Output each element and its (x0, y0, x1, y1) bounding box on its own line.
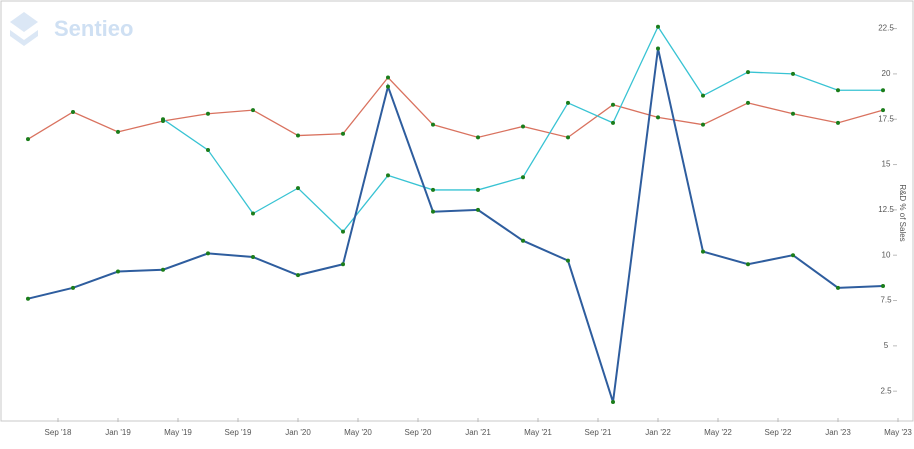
y-tick-label: 7.5 (880, 296, 892, 305)
point-marker (26, 296, 30, 301)
point-marker (296, 273, 300, 278)
x-tick-label: May '19 (164, 428, 192, 437)
point-marker (116, 269, 120, 274)
point-marker (476, 135, 480, 140)
point-marker (521, 175, 525, 180)
x-tick-label: Jan '21 (465, 428, 491, 437)
point-marker (521, 124, 525, 129)
point-marker (881, 88, 885, 93)
y-tick-label: 15 (882, 160, 891, 169)
point-marker (611, 120, 615, 125)
point-marker (161, 267, 165, 272)
point-marker (341, 262, 345, 267)
y-tick-label: 10 (882, 250, 891, 259)
point-marker (71, 285, 75, 290)
point-marker (431, 187, 435, 192)
y-axis-label: R&D % of Sales (898, 184, 907, 241)
point-marker (26, 137, 30, 142)
logo-icon (10, 12, 38, 46)
x-tick-label: May '22 (704, 428, 732, 437)
point-marker (746, 70, 750, 75)
point-marker (701, 249, 705, 254)
y-tick-label: 17.5 (878, 114, 894, 123)
x-tick-label: May '21 (524, 428, 552, 437)
logo: Sentieo (54, 16, 133, 41)
point-marker (836, 285, 840, 290)
point-marker (791, 71, 795, 76)
point-marker (251, 108, 255, 113)
x-tick-label: Jan '23 (825, 428, 851, 437)
point-marker (476, 207, 480, 212)
point-marker (701, 93, 705, 98)
point-marker (431, 209, 435, 214)
x-tick-label: Sep '18 (45, 428, 72, 437)
point-marker (566, 100, 570, 105)
x-tick-label: Sep '19 (225, 428, 252, 437)
point-marker (296, 133, 300, 138)
x-tick-label: Sep '22 (765, 428, 792, 437)
point-marker (881, 108, 885, 113)
series-line (27, 76, 884, 140)
point-marker (251, 255, 255, 260)
point-marker (386, 75, 390, 80)
point-marker (71, 109, 75, 114)
y-tick-label: 2.5 (880, 386, 892, 395)
point-marker (701, 122, 705, 127)
point-marker (881, 284, 885, 289)
frame (0, 0, 914, 422)
point-marker (431, 122, 435, 127)
x-tick-label: Jan '20 (285, 428, 311, 437)
point-marker (836, 88, 840, 93)
y-tick-label: 20 (882, 69, 891, 78)
point-marker (791, 111, 795, 116)
x-tick-label: Jan '19 (105, 428, 131, 437)
series-line (162, 25, 883, 233)
point-marker (206, 111, 210, 116)
point-marker (386, 173, 390, 178)
y-tick-label: 12.5 (878, 205, 894, 214)
x-tick-label: May '20 (344, 428, 372, 437)
point-marker (206, 148, 210, 153)
point-marker (611, 102, 615, 107)
point-marker (656, 24, 660, 29)
point-marker (566, 135, 570, 140)
x-tick-label: Jan '22 (645, 428, 671, 437)
point-marker (746, 262, 750, 267)
point-marker (476, 187, 480, 192)
point-marker (161, 117, 165, 122)
point-marker (836, 120, 840, 125)
point-marker (116, 129, 120, 134)
x-tick-label: May '23 (884, 428, 912, 437)
x-tick-label: Sep '20 (405, 428, 432, 437)
point-marker (341, 229, 345, 234)
point-marker (656, 46, 660, 51)
y-tick-label: 5 (884, 341, 889, 350)
point-marker (206, 251, 210, 256)
point-marker (521, 238, 525, 243)
y-tick-label: 22.5 (878, 24, 894, 33)
x-tick-label: Sep '21 (585, 428, 612, 437)
point-marker (611, 400, 615, 405)
point-marker (296, 186, 300, 191)
point-marker (566, 258, 570, 263)
point-marker (656, 115, 660, 120)
point-marker (386, 84, 390, 89)
point-marker (746, 100, 750, 105)
point-marker (251, 211, 255, 216)
point-marker (341, 131, 345, 136)
series-line (27, 48, 884, 403)
point-marker (791, 253, 795, 258)
